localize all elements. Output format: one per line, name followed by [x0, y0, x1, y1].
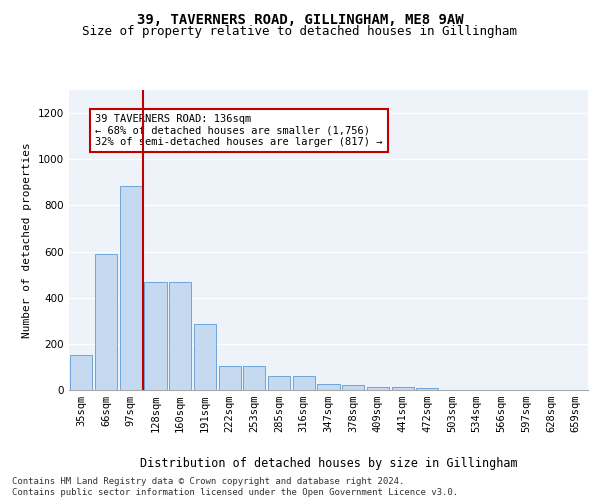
Bar — [95, 254, 117, 390]
Text: Distribution of detached houses by size in Gillingham: Distribution of detached houses by size … — [140, 458, 518, 470]
Text: 39 TAVERNERS ROAD: 136sqm
← 68% of detached houses are smaller (1,756)
32% of se: 39 TAVERNERS ROAD: 136sqm ← 68% of detac… — [95, 114, 382, 147]
Bar — [243, 366, 265, 390]
Bar — [70, 356, 92, 390]
Bar — [218, 366, 241, 390]
Bar — [317, 384, 340, 390]
Bar — [367, 386, 389, 390]
Text: 39, TAVERNERS ROAD, GILLINGHAM, ME8 9AW: 39, TAVERNERS ROAD, GILLINGHAM, ME8 9AW — [137, 12, 463, 26]
Bar — [416, 388, 439, 390]
Bar — [392, 387, 414, 390]
Bar — [293, 376, 315, 390]
Text: Contains HM Land Registry data © Crown copyright and database right 2024.
Contai: Contains HM Land Registry data © Crown c… — [12, 478, 458, 497]
Bar — [194, 324, 216, 390]
Bar — [342, 386, 364, 390]
Bar — [169, 282, 191, 390]
Bar — [145, 282, 167, 390]
Y-axis label: Number of detached properties: Number of detached properties — [22, 142, 32, 338]
Text: Size of property relative to detached houses in Gillingham: Size of property relative to detached ho… — [83, 25, 517, 38]
Bar — [119, 186, 142, 390]
Bar — [268, 376, 290, 390]
